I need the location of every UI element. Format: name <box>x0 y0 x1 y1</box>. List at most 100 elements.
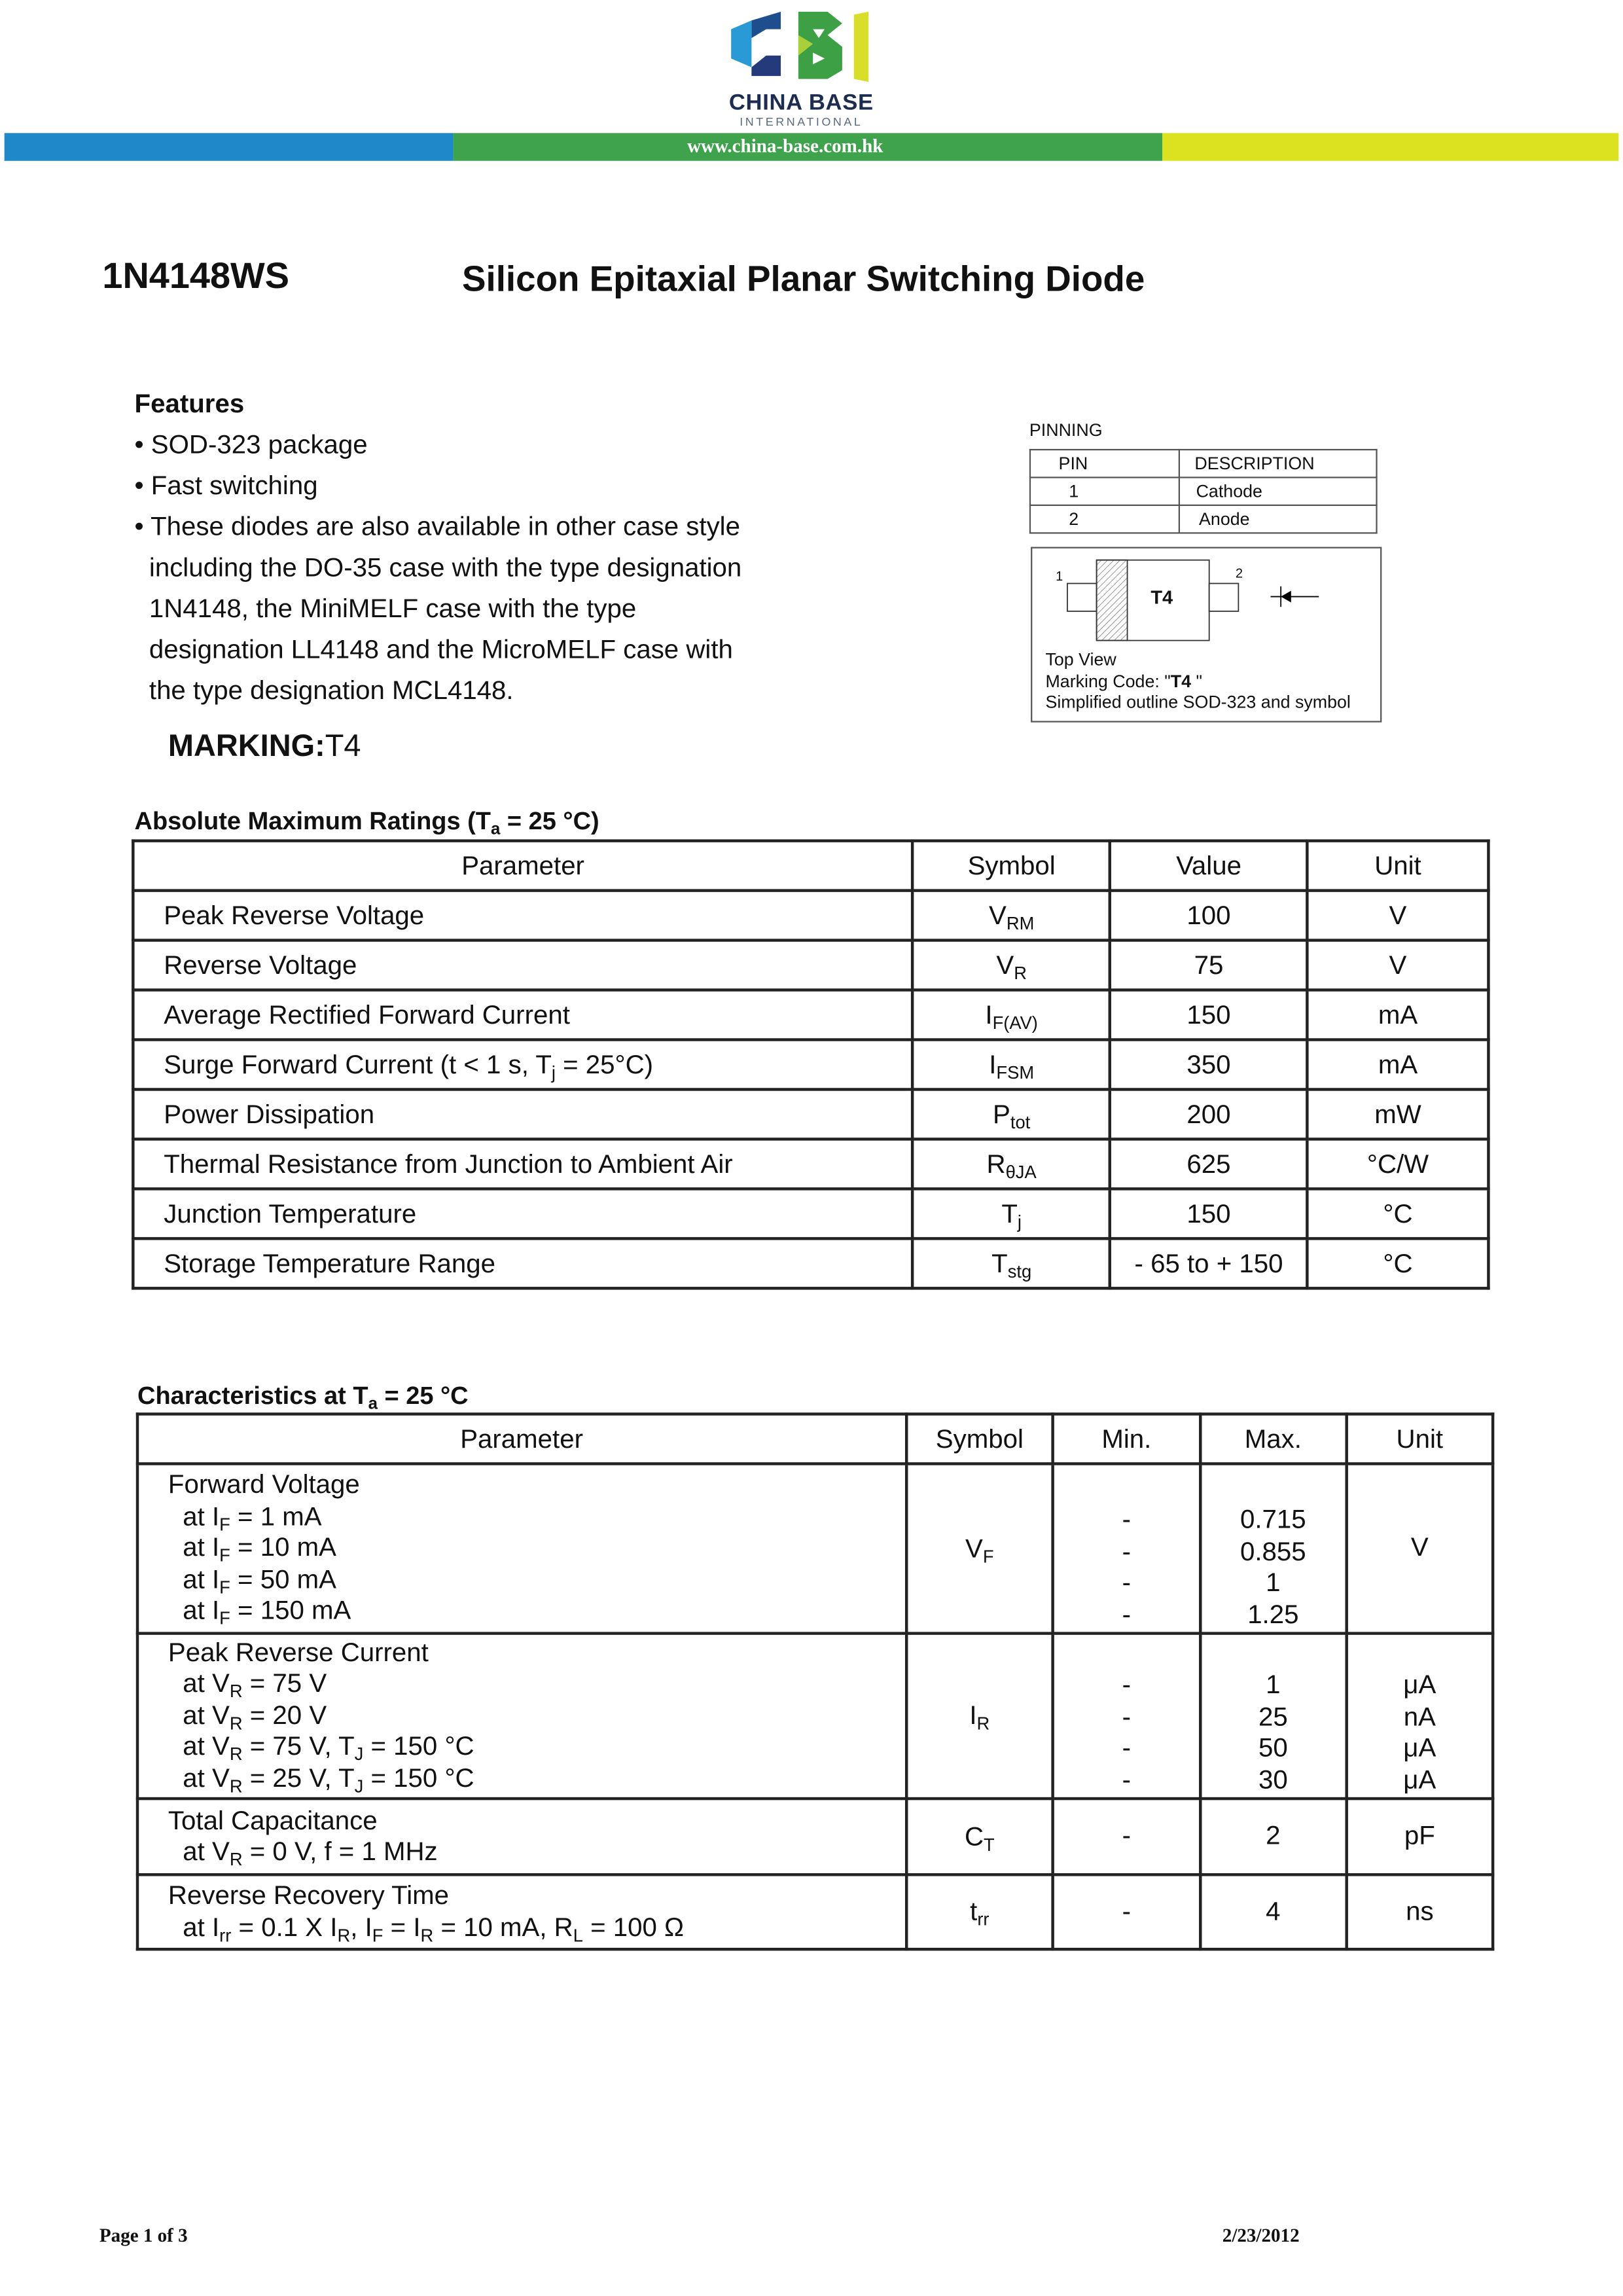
table-row: Reverse Voltage VR 75 V <box>132 939 1490 992</box>
table-row: Total Capacitance at VR = 0 V, f = 1 MHz… <box>135 1797 1495 1876</box>
text-segment: = 150 °C <box>363 1731 474 1761</box>
max-cell: 4 <box>1198 1873 1348 1951</box>
parameter-line: at VR = 0 V, f = 1 MHz <box>168 1837 904 1870</box>
value-cell: 625 <box>1109 1138 1309 1191</box>
text-segment: = 10 mA, R <box>433 1912 573 1941</box>
min-value: - <box>1122 1821 1132 1850</box>
symbol-cell: VRM <box>911 889 1112 942</box>
text-segment: = 1 mA <box>230 1501 322 1531</box>
table-row: Surge Forward Current (t < 1 s, Tj = 25°… <box>132 1038 1490 1091</box>
max-value: 2 <box>1266 1821 1281 1850</box>
caption-prefix: Marking Code: " <box>1045 670 1171 691</box>
table-row: Average Rectified Forward Current IF(AV) 1… <box>132 988 1490 1041</box>
text-segment: I <box>969 1700 977 1731</box>
subscript: j <box>1017 1211 1022 1232</box>
text-segment: I <box>985 999 993 1029</box>
symbol-cell: Ptot <box>911 1088 1112 1141</box>
text-segment: Power Dissipation <box>164 1099 375 1128</box>
symbol-cell: IFSM <box>911 1038 1112 1091</box>
characteristics-table: Parameter Symbol Min. Max. Unit Forward Volta… <box>135 1412 1495 1951</box>
text-segment: = 20 V <box>242 1700 327 1730</box>
sod323-outline-drawing <box>1067 559 1319 641</box>
text-segment: = 25 °C) <box>500 807 599 835</box>
text-segment: = 10 mA <box>230 1533 336 1562</box>
text-segment: V <box>965 1533 983 1563</box>
subscript: F <box>219 1608 230 1629</box>
text-segment: = 25 V, T <box>242 1763 355 1793</box>
text-segment: at I <box>168 1912 220 1941</box>
text-segment: V <box>996 950 1014 979</box>
unit-cell: °C/W <box>1306 1138 1490 1191</box>
parameter-line: at VR = 20 V <box>168 1700 904 1732</box>
abs-max-title: Absolute Maximum Ratings (Ta = 25 °C) <box>135 807 599 838</box>
text-segment: P <box>993 1099 1010 1128</box>
subscript: R <box>229 1776 243 1797</box>
value-cell: 350 <box>1109 1038 1309 1091</box>
text-segment: T <box>991 1247 1008 1278</box>
unit-value: nA <box>1403 1701 1436 1731</box>
min-cell: ---- <box>1052 1462 1202 1635</box>
unit-value: μA <box>1403 1670 1436 1700</box>
text-segment: Reverse Voltage <box>164 950 357 979</box>
table-row: Thermal Resistance from Junction to Ambi… <box>132 1138 1490 1191</box>
text-segment: = 75 V <box>242 1668 327 1698</box>
header-bar-yellow <box>1162 133 1619 161</box>
max-cell: 0.715 0.855 1 1.25 <box>1198 1462 1348 1635</box>
max-value: 30 <box>1258 1764 1288 1794</box>
column-header: Unit <box>1306 839 1490 892</box>
table-row: Reverse Recovery Time at Irr = 0.1 X IR,… <box>135 1873 1495 1951</box>
subscript: R <box>229 1849 243 1870</box>
website-url[interactable]: www.china-base.com.hk <box>687 134 883 157</box>
min-value: - <box>1122 1764 1132 1794</box>
parameter-cell: Junction Temperature <box>132 1187 915 1240</box>
subscript: a <box>368 1395 378 1414</box>
subscript: tot <box>1010 1111 1031 1132</box>
feature-line: • These diodes are also available in oth… <box>134 511 740 541</box>
pin-number: 1 <box>1029 476 1180 507</box>
max-value: 50 <box>1258 1732 1288 1763</box>
package-diagram: 1 2 T4 Top View Marking Code: "T4 " Simp… <box>1031 547 1382 723</box>
feature-line: the type designation MCL4148. <box>134 675 514 705</box>
subscript: R <box>337 1924 351 1945</box>
symbol-cell: trr <box>904 1873 1055 1951</box>
parameter-line: at VR = 25 V, TJ = 150 °C <box>168 1763 904 1795</box>
characteristics-header-row: Parameter Symbol Min. Max. Unit <box>135 1412 1495 1465</box>
abs-max-table: Parameter Symbol Value Unit Peak Reverse Vol… <box>132 839 1490 1290</box>
parameter-cell: Reverse Recovery Time at Irr = 0.1 X IR,… <box>135 1873 908 1951</box>
unit-cell: mA <box>1306 1038 1490 1091</box>
column-header: Unit <box>1345 1412 1495 1465</box>
unit-value: ns <box>1406 1896 1434 1926</box>
parameter-cell: Power Dissipation <box>132 1088 915 1141</box>
diagram-caption: Top View Marking Code: "T4 " Simplified … <box>1045 649 1350 713</box>
unit-cell: mW <box>1306 1088 1490 1141</box>
text-segment: , I <box>350 1912 372 1941</box>
subscript: R <box>229 1744 243 1765</box>
text-segment: = 150 °C <box>363 1763 474 1793</box>
column-header: Symbol <box>904 1412 1055 1465</box>
min-cell: - <box>1052 1873 1202 1951</box>
min-value: - <box>1122 1701 1132 1731</box>
unit-value: V <box>1410 1533 1429 1562</box>
marking: MARKING:T4 <box>168 730 361 765</box>
text-segment: T <box>1001 1198 1018 1228</box>
subscript: RM <box>1006 912 1035 933</box>
max-value: 25 <box>1258 1701 1288 1731</box>
min-value: - <box>1122 1896 1132 1926</box>
subscript: F(AV) <box>992 1012 1038 1033</box>
text-segment: at V <box>168 1700 230 1730</box>
characteristics-title: Characteristics at Ta = 25 °C <box>137 1382 469 1414</box>
table-row: Peak Reverse Current at VR = 75 V at VR … <box>135 1632 1495 1801</box>
value-cell: 150 <box>1109 1187 1309 1240</box>
min-value: - <box>1122 1568 1132 1597</box>
text-segment: Characteristics at T <box>137 1382 368 1410</box>
header-bar-green <box>453 133 1163 161</box>
subscript: L <box>573 1924 583 1945</box>
pinning-row: 1 Cathode <box>1029 476 1378 507</box>
pinning-heading: PINNING <box>1029 420 1103 440</box>
unit-cell: °C <box>1306 1187 1490 1240</box>
max-value: 0.855 <box>1240 1536 1306 1566</box>
symbol-cell: VF <box>904 1462 1055 1635</box>
symbol-cell: IF(AV) <box>911 988 1112 1041</box>
pin-description: Cathode <box>1178 476 1378 507</box>
min-value: - <box>1122 1732 1132 1763</box>
